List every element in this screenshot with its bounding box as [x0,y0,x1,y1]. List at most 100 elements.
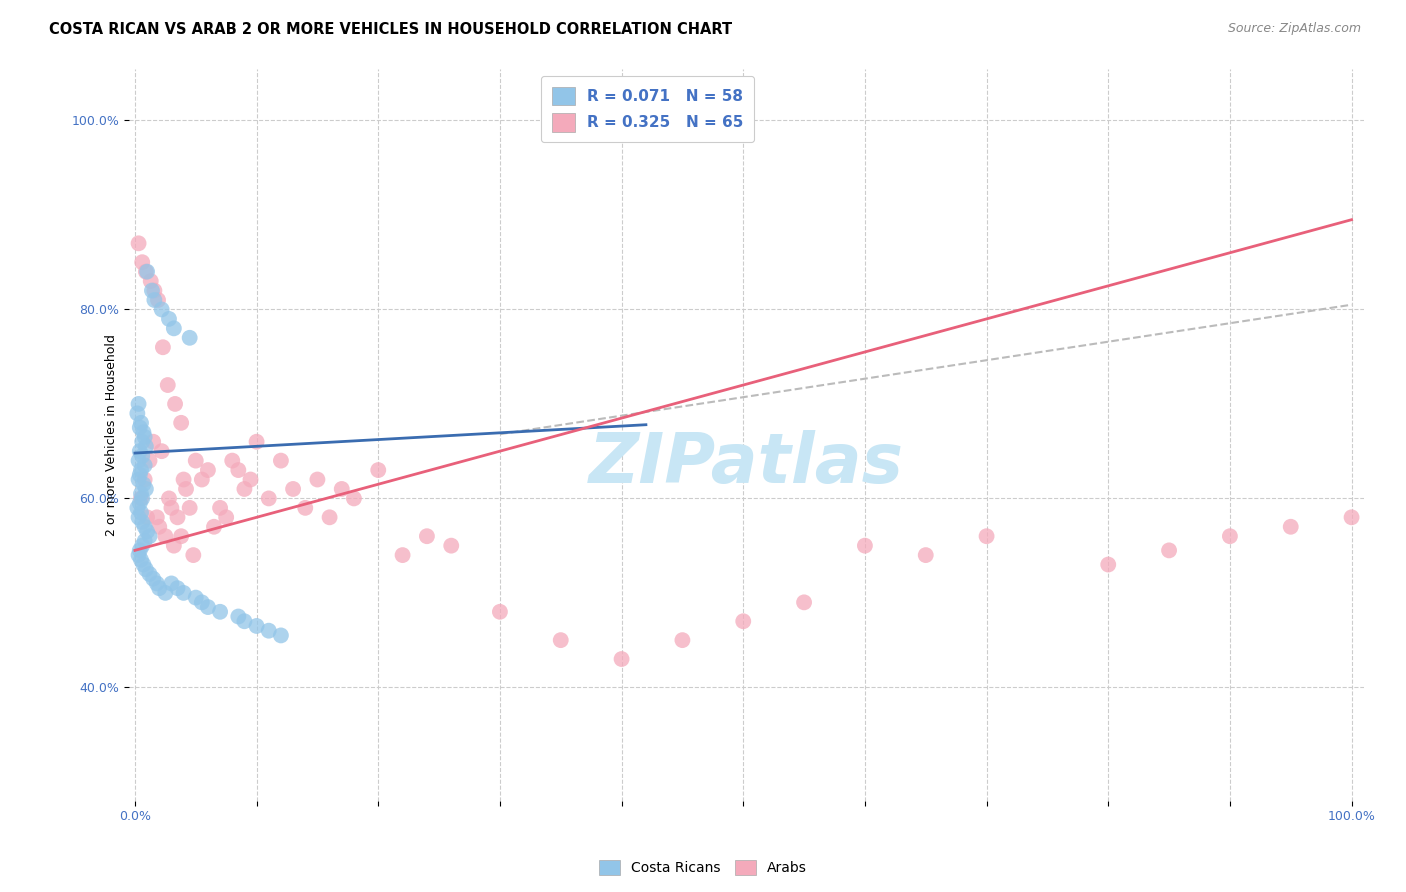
Point [136,510,159,524]
Point [257,624,280,638]
Point [202,520,225,534]
Text: ZIPatlas: ZIPatlas [589,431,904,498]
Point [128,548,150,562]
Point [128,473,150,487]
Point [132,477,155,491]
Point [163,321,186,335]
Point [129,553,152,567]
Point [671,633,693,648]
Point [150,302,173,317]
Point [156,378,179,392]
Point [170,529,193,543]
Point [181,548,204,562]
Point [128,397,150,411]
Point [184,453,207,467]
Point [128,543,150,558]
Point [191,473,214,487]
Point [132,425,155,440]
Point [160,500,183,515]
Point [197,600,219,615]
Point [270,453,292,467]
Point [148,520,170,534]
Point [129,416,152,430]
Point [343,491,366,506]
Point [179,500,201,515]
Point [610,652,633,666]
Point [135,265,157,279]
Point [146,576,169,591]
Point [245,434,267,449]
Point [141,284,163,298]
Point [129,486,152,500]
Point [129,463,152,477]
Point [139,274,162,288]
Point [155,529,177,543]
Point [165,397,187,411]
Point [135,562,157,576]
Point [134,473,156,487]
Point [134,458,156,473]
Point [174,482,197,496]
Point [733,614,755,628]
Point [157,312,180,326]
Point [131,491,153,506]
Point [228,609,250,624]
Point [330,482,353,496]
Point [132,558,155,572]
Point [131,515,153,529]
Point [138,529,160,543]
Point [1097,558,1119,572]
Point [976,529,998,543]
Point [245,619,267,633]
Point [853,539,876,553]
Point [166,581,188,595]
Point [138,453,160,467]
Point [135,440,157,454]
Point [134,520,156,534]
Legend: Costa Ricans, Arabs: Costa Ricans, Arabs [593,855,813,880]
Point [270,628,292,642]
Point [128,467,150,482]
Point [166,510,188,524]
Point [128,236,150,251]
Point [128,453,150,467]
Point [215,510,238,524]
Point [142,434,165,449]
Point [228,463,250,477]
Point [155,586,177,600]
Point [1340,510,1362,524]
Point [128,510,150,524]
Point [146,293,169,307]
Point [257,491,280,506]
Point [131,449,153,463]
Point [150,444,173,458]
Point [793,595,815,609]
Point [136,265,159,279]
Point [134,533,156,548]
Point [146,510,169,524]
Point [1219,529,1241,543]
Point [173,586,195,600]
Point [127,500,149,515]
Point [173,473,195,487]
Point [136,524,159,539]
Point [131,539,153,553]
Point [143,293,166,307]
Point [367,463,389,477]
Point [914,548,936,562]
Legend: R = 0.071   N = 58, R = 0.325   N = 65: R = 0.071 N = 58, R = 0.325 N = 65 [541,76,754,143]
Point [440,539,463,553]
Point [221,453,243,467]
Point [318,510,340,524]
Point [143,284,166,298]
Point [416,529,439,543]
Point [134,430,156,444]
Point [191,595,214,609]
Point [239,473,262,487]
Point [131,434,153,449]
Point [131,255,153,269]
Point [197,463,219,477]
Point [307,473,329,487]
Point [391,548,413,562]
Point [138,566,160,581]
